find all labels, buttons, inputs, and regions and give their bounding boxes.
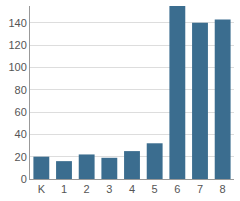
svg-text:3: 3 [106, 183, 112, 195]
svg-text:100: 100 [8, 61, 26, 73]
svg-text:80: 80 [15, 84, 27, 96]
svg-text:140: 140 [8, 17, 26, 29]
svg-text:4: 4 [129, 183, 135, 195]
svg-text:40: 40 [15, 128, 27, 140]
svg-text:0: 0 [21, 173, 27, 185]
svg-text:1: 1 [61, 183, 67, 195]
svg-text:6: 6 [174, 183, 180, 195]
svg-text:8: 8 [220, 183, 226, 195]
svg-text:5: 5 [152, 183, 158, 195]
svg-text:7: 7 [197, 183, 203, 195]
svg-text:K: K [38, 183, 46, 195]
svg-text:60: 60 [15, 106, 27, 118]
svg-text:120: 120 [8, 39, 26, 51]
svg-text:20: 20 [15, 151, 27, 163]
svg-text:2: 2 [84, 183, 90, 195]
